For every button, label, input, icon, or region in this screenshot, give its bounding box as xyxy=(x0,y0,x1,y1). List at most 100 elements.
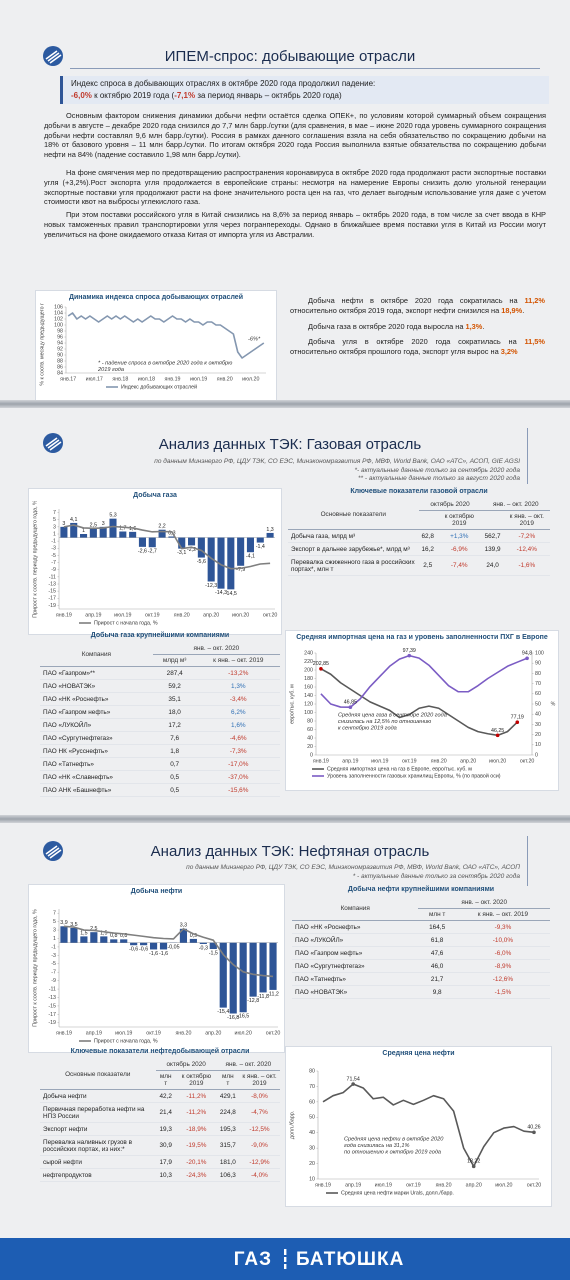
table-title: Ключевые показатели нефтедобывающей отра… xyxy=(70,1048,250,1055)
bar xyxy=(189,938,197,943)
x-tick-label: июл.19 xyxy=(371,758,388,764)
y-tick-label: -11 xyxy=(49,574,56,580)
data-label: -2,2 xyxy=(187,546,196,552)
x-tick-label: янв.19 xyxy=(56,1030,72,1036)
cell: 1,3% xyxy=(196,679,280,693)
y-tick-label: 90 xyxy=(57,352,63,358)
cell: 24,0 xyxy=(481,555,504,576)
bar xyxy=(80,935,88,943)
y-tick-label: -9 xyxy=(51,978,56,984)
cell: 46,0 xyxy=(418,959,456,973)
paragraph: При этом поставки российского угля в Кит… xyxy=(44,210,546,239)
row-label: ПАО «НОВАТЭК» xyxy=(40,679,153,693)
data-label: 5,3 xyxy=(109,512,116,518)
y-tick-label: -7 xyxy=(51,559,56,565)
data-label: -5,6 xyxy=(197,558,206,564)
data-label: 2,5 xyxy=(90,522,97,528)
y-tick-label: 1 xyxy=(53,935,56,941)
column-header-blank xyxy=(418,510,437,530)
cell: 17,2 xyxy=(152,718,197,732)
bar xyxy=(149,942,158,949)
logo xyxy=(43,841,63,861)
cell: -9,3% xyxy=(455,920,550,934)
cell: 21,7 xyxy=(418,972,456,986)
x-tick-label: янв.17 xyxy=(60,376,76,382)
y-tick-label: -5 xyxy=(51,552,56,558)
column-subheader: млрд м³ xyxy=(152,654,197,667)
data-label: 3,3 xyxy=(180,922,187,928)
table-row: ПАО «Татнефть» 0,7 -17,0% xyxy=(40,757,280,771)
separator xyxy=(0,815,570,823)
cell: -7,4% xyxy=(436,555,482,576)
cell: -4,7% xyxy=(238,1102,280,1123)
data-label: 46,25 xyxy=(491,727,504,733)
row-label: ПАО «Сургутнефтегаз» xyxy=(292,959,419,973)
y2-tick-label: 40 xyxy=(535,711,541,717)
row-label: ПАО «Газпром»** xyxy=(40,666,153,680)
line xyxy=(320,654,528,708)
point xyxy=(471,1164,476,1168)
column-header-blank xyxy=(481,510,504,530)
cell: 2,5 xyxy=(418,555,437,576)
y-tick-label: 220 xyxy=(304,658,313,664)
cell: -10,0% xyxy=(455,933,550,947)
chart-title: Добыча нефти xyxy=(130,888,183,895)
y-tick-label: 0 xyxy=(310,752,313,758)
cell: -11,2% xyxy=(175,1102,217,1123)
y-axis-label: евро/тыс. куб. м xyxy=(289,683,295,723)
cell: 30,9 xyxy=(155,1135,176,1156)
y2-tick-label: 70 xyxy=(535,681,541,687)
row-label: ПАО «НК «Роснефть» xyxy=(292,920,419,934)
y-tick-label: 160 xyxy=(304,684,313,690)
x-tick-label: янв.19 xyxy=(313,758,329,764)
highlight: Индекс спроса в добывающих отраслях в ок… xyxy=(60,76,549,104)
y-tick-label: 180 xyxy=(304,675,313,681)
table-row: ПАО «Газпром»** 287,4 -13,2% xyxy=(40,666,280,680)
x-tick-label: янв.19 xyxy=(315,1182,331,1188)
x-tick-label: янв.19 xyxy=(56,612,72,618)
data-label: 3 xyxy=(102,520,105,526)
source: по данным Минэнерго РФ, ЦДУ ТЭК, СО ЕЭС,… xyxy=(40,458,520,484)
bar xyxy=(219,942,227,1008)
cell: 0,7 xyxy=(152,757,197,771)
table-block: Добыча газа крупнейшими компаниями Компан… xyxy=(40,632,280,797)
header-row: Основные показатели октябрь 2020 янв. – ок… xyxy=(288,499,550,530)
chart: 10 20 30 40 50 60 70 80 янв.19 апр.19 июл.19 окт.19… xyxy=(289,1068,541,1196)
table-row: Добыча нефти 42,2 -11,2% 429,1 -8,0% xyxy=(40,1089,280,1103)
table-row: ПАО «НОВАТЭК» 9,8 -1,5% xyxy=(292,985,550,999)
y-tick-label: -3 xyxy=(51,952,56,958)
table-title: Добыча газа крупнейшими компаниями xyxy=(90,632,230,639)
cell: 16,2 xyxy=(418,542,437,556)
y-tick-label: 84 xyxy=(57,370,63,376)
line xyxy=(322,1082,535,1167)
data-label: -16,5 xyxy=(237,1013,249,1019)
section-title: Анализ данных ТЭК: Газовая отрасль xyxy=(158,436,422,453)
highlight-number: 1,3% xyxy=(465,321,483,331)
table-row: Первичная переработка нефти на НПЗ Росси… xyxy=(40,1102,280,1123)
source-text: по данным Минэнерго РФ, ЦДУ ТЭК, СО ЕЭС,… xyxy=(154,458,520,465)
table-row: ПАО «НК «Роснефть» 35,1 -3,4% xyxy=(40,692,280,706)
data-label: -1,6 xyxy=(149,950,158,956)
x-tick-label: июл.20 xyxy=(242,376,259,382)
y-tick-label: 88 xyxy=(57,358,63,364)
data-label: -7,9 xyxy=(236,567,245,573)
cell: 181,0 xyxy=(216,1155,239,1169)
y-tick-label: 240 xyxy=(304,650,313,656)
point xyxy=(348,704,353,709)
x-tick-label: июл.19 xyxy=(114,612,131,618)
data-label: 18,22 xyxy=(467,1158,480,1164)
bar xyxy=(110,938,118,943)
cell: 61,8 xyxy=(418,933,456,947)
column-subheader: к октябрю 2019 xyxy=(175,1070,217,1090)
table-row: ПАО «Сургутнефтегаз» 46,0 -8,9% xyxy=(292,959,550,973)
y-tick-label: 94 xyxy=(57,340,63,346)
table-row: ПАО НК «Русснефть» 1,8 -7,3% xyxy=(40,744,280,758)
chart-title: Динамика индекса спроса добывающих отрас… xyxy=(68,294,244,301)
legend-label: Уровень заполненности газовых хранилищ Е… xyxy=(327,772,501,779)
y2-tick-label: 100 xyxy=(535,650,544,656)
cell: 47,6 xyxy=(418,946,456,960)
row-label: ПАО «Газпром нефть» xyxy=(292,946,419,960)
x-tick-label: янв.19 xyxy=(165,376,181,382)
line xyxy=(67,311,265,359)
